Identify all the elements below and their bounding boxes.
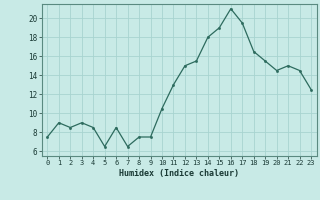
X-axis label: Humidex (Indice chaleur): Humidex (Indice chaleur) [119, 169, 239, 178]
